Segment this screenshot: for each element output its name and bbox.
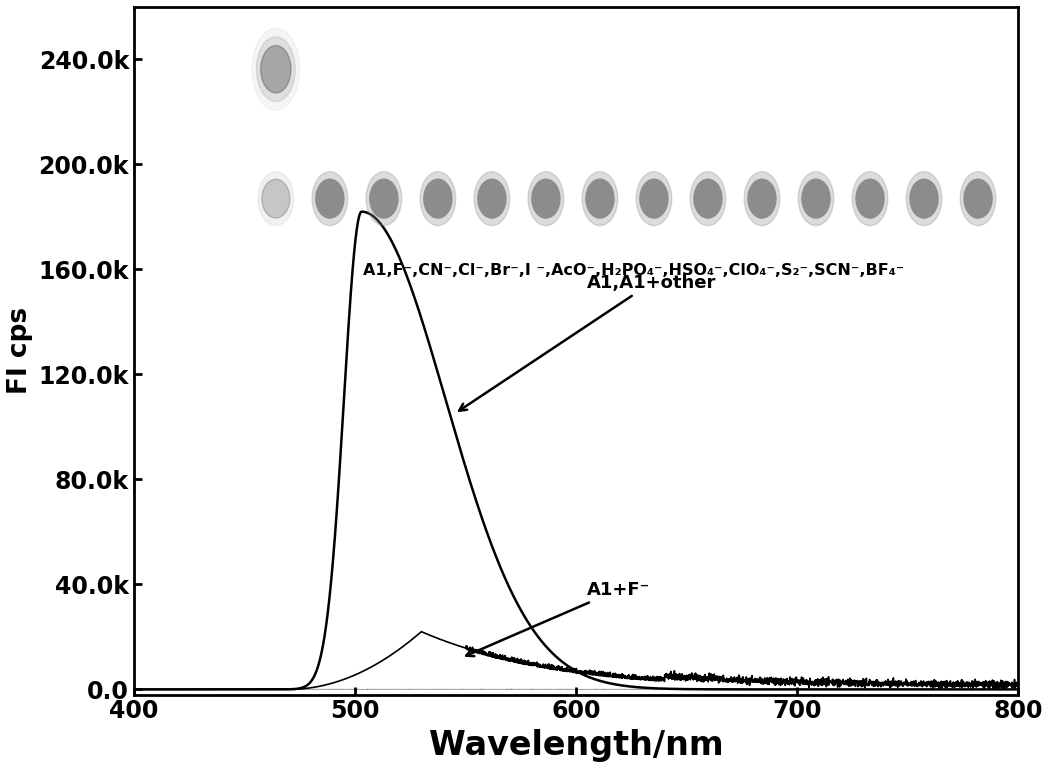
X-axis label: Wavelength/nm: Wavelength/nm xyxy=(428,729,723,762)
Text: A1,A1+other: A1,A1+other xyxy=(459,274,716,411)
Text: A1+F⁻: A1+F⁻ xyxy=(466,581,650,656)
Text: A1,F⁻,CN⁻,Cl⁻,Br⁻,I ⁻,AcO⁻,H₂PO₄⁻,HSO₄⁻,ClO₄⁻,S₂⁻,SCN⁻,BF₄⁻: A1,F⁻,CN⁻,Cl⁻,Br⁻,I ⁻,AcO⁻,H₂PO₄⁻,HSO₄⁻,… xyxy=(363,263,904,278)
Y-axis label: FI cps: FI cps xyxy=(7,308,33,394)
